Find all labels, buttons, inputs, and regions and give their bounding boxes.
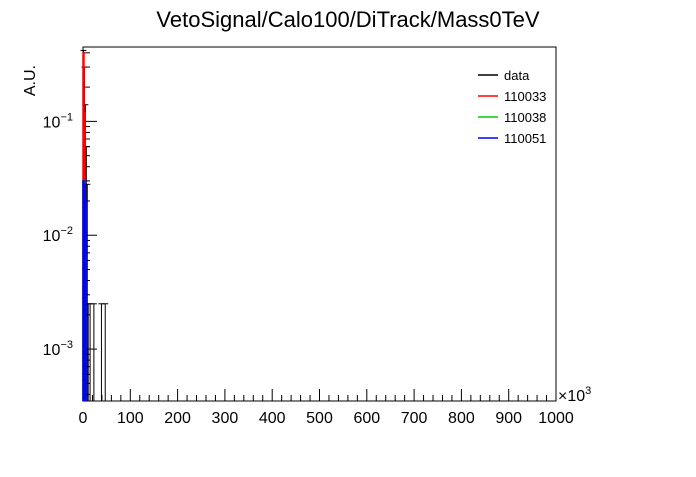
x-tick-label: 400 bbox=[259, 410, 286, 427]
x-tick-label: 800 bbox=[448, 410, 475, 427]
legend-label: 110033 bbox=[504, 89, 546, 104]
x-tick-label: 900 bbox=[495, 410, 522, 427]
x-multiplier-label: ×103 bbox=[558, 385, 591, 405]
hist-bin-110051 bbox=[84, 200, 87, 401]
legend-label: data bbox=[504, 68, 530, 83]
x-tick-label: 500 bbox=[306, 410, 333, 427]
x-tick-label: 700 bbox=[401, 410, 428, 427]
y-tick-label: 10−1 bbox=[43, 111, 73, 131]
plot-frame bbox=[82, 46, 557, 402]
y-tick-label: 10−3 bbox=[43, 339, 73, 359]
chart-title: VetoSignal/Calo100/DiTrack/Mass0TeV bbox=[156, 7, 539, 32]
y-axis-label: A.U. bbox=[22, 65, 39, 96]
x-tick-label: 0 bbox=[79, 410, 88, 427]
x-tick-label: 1000 bbox=[538, 410, 574, 427]
x-tick-label: 300 bbox=[212, 410, 239, 427]
chart-legend: data 110033 110038 110051 bbox=[478, 68, 546, 146]
legend-label: 110038 bbox=[504, 110, 546, 125]
x-tick-label: 200 bbox=[164, 410, 191, 427]
x-tick-label: 100 bbox=[117, 410, 144, 427]
x-multiplier-exponent: 3 bbox=[585, 385, 591, 397]
legend-label: 110051 bbox=[504, 131, 546, 146]
x-tick-label: 600 bbox=[353, 410, 380, 427]
y-tick-label: 10−2 bbox=[43, 225, 73, 245]
